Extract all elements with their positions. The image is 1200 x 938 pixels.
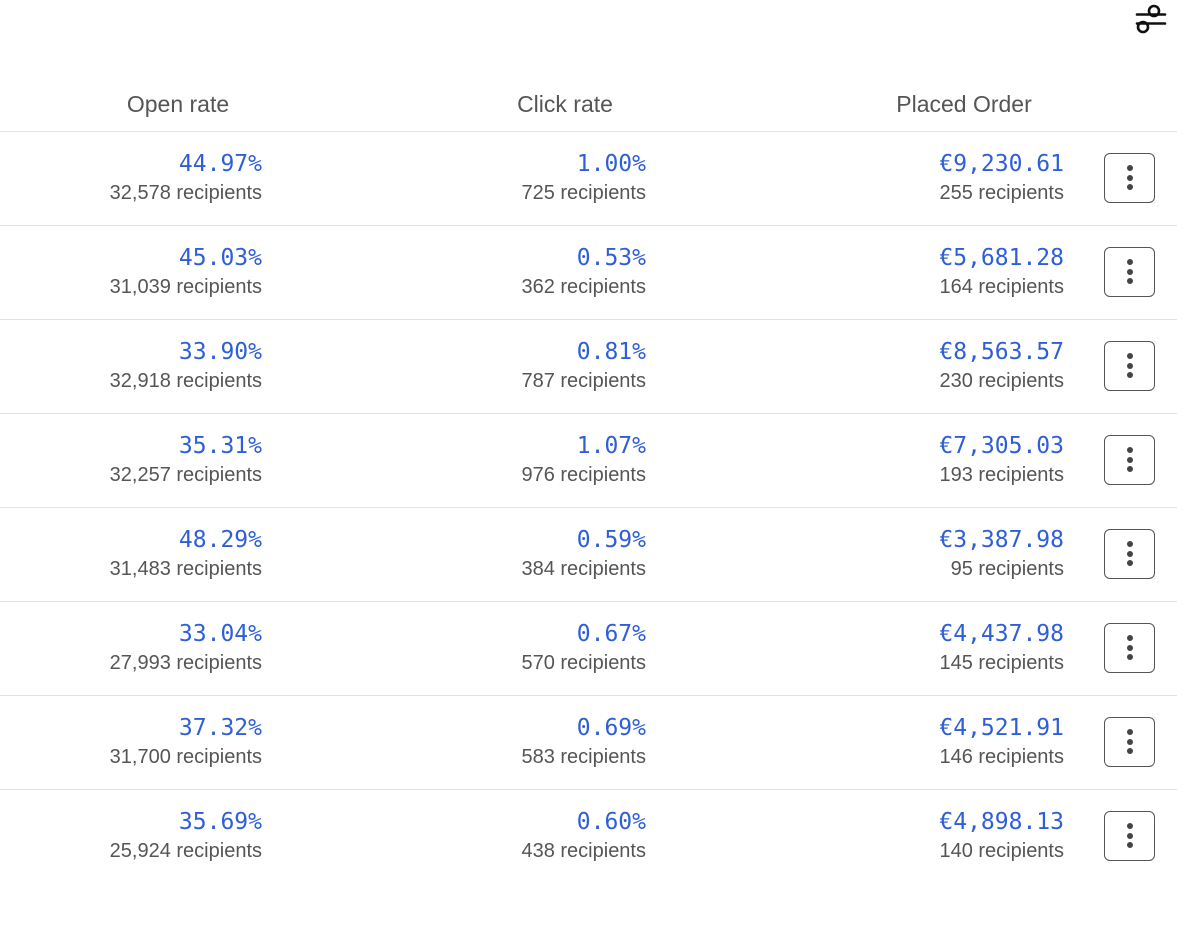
open-rate-value: 45.03% xyxy=(178,245,262,271)
placed-order-cell: €7,305.03 193 recipients xyxy=(939,432,1064,490)
open-rate-value: 33.04% xyxy=(178,621,262,647)
table-row: 33.90% 32,918 recipients 0.81% 787 recip… xyxy=(0,320,1177,414)
row-menu-button[interactable] xyxy=(1104,341,1155,391)
click-rate-recipients: 725 recipients xyxy=(521,182,646,204)
placed-order-value: €9,230.61 xyxy=(939,151,1064,177)
column-header-open-rate[interactable]: Open rate xyxy=(126,91,230,117)
click-rate-value: 0.69% xyxy=(576,715,646,741)
click-rate-value: 0.59% xyxy=(576,527,646,553)
placed-order-cell: €5,681.28 164 recipients xyxy=(939,244,1064,302)
click-rate-cell: 0.60% 438 recipients xyxy=(521,808,646,866)
click-rate-recipients: 362 recipients xyxy=(521,276,646,298)
open-rate-cell: 48.29% 31,483 recipients xyxy=(110,526,262,584)
row-menu-button[interactable] xyxy=(1104,529,1155,579)
table-row: 48.29% 31,483 recipients 0.59% 384 recip… xyxy=(0,508,1177,602)
placed-order-cell: €4,521.91 146 recipients xyxy=(939,714,1064,772)
row-menu-button[interactable] xyxy=(1104,811,1155,861)
open-rate-value: 44.97% xyxy=(178,151,262,177)
click-rate-value: 1.07% xyxy=(576,433,646,459)
click-rate-cell: 1.00% 725 recipients xyxy=(521,150,646,208)
table-row: 45.03% 31,039 recipients 0.53% 362 recip… xyxy=(0,226,1177,320)
click-rate-value: 0.81% xyxy=(576,339,646,365)
click-rate-value: 0.53% xyxy=(576,245,646,271)
placed-order-value: €3,387.98 xyxy=(939,527,1064,553)
placed-order-value: €5,681.28 xyxy=(939,245,1064,271)
placed-order-value: €4,521.91 xyxy=(939,715,1064,741)
open-rate-cell: 35.31% 32,257 recipients xyxy=(110,432,262,490)
click-rate-cell: 0.67% 570 recipients xyxy=(521,620,646,678)
placed-order-cell: €4,898.13 140 recipients xyxy=(939,808,1064,866)
click-rate-cell: 0.69% 583 recipients xyxy=(521,714,646,772)
click-rate-recipients: 438 recipients xyxy=(521,840,646,862)
table-row: 44.97% 32,578 recipients 1.00% 725 recip… xyxy=(0,132,1177,226)
click-rate-recipients: 583 recipients xyxy=(521,746,646,768)
open-rate-cell: 37.32% 31,700 recipients xyxy=(110,714,262,772)
placed-order-recipients: 255 recipients xyxy=(939,182,1064,204)
table-row: 35.31% 32,257 recipients 1.07% 976 recip… xyxy=(0,414,1177,508)
open-rate-cell: 33.04% 27,993 recipients xyxy=(110,620,262,678)
open-rate-recipients: 32,918 recipients xyxy=(109,370,262,392)
row-menu-button[interactable] xyxy=(1104,623,1155,673)
sliders-icon xyxy=(1135,4,1167,34)
click-rate-cell: 0.53% 362 recipients xyxy=(521,244,646,302)
placed-order-recipients: 140 recipients xyxy=(939,840,1064,862)
table-row: 37.32% 31,700 recipients 0.69% 583 recip… xyxy=(0,696,1177,790)
click-rate-value: 0.67% xyxy=(576,621,646,647)
open-rate-value: 35.31% xyxy=(178,433,262,459)
placed-order-value: €8,563.57 xyxy=(939,339,1064,365)
placed-order-recipients: 230 recipients xyxy=(939,370,1064,392)
click-rate-recipients: 384 recipients xyxy=(521,558,646,580)
row-menu-button[interactable] xyxy=(1104,247,1155,297)
placed-order-recipients: 193 recipients xyxy=(939,464,1064,486)
open-rate-value: 48.29% xyxy=(178,527,262,553)
open-rate-recipients: 32,578 recipients xyxy=(109,182,262,204)
placed-order-cell: €9,230.61 255 recipients xyxy=(939,150,1064,208)
placed-order-cell: €4,437.98 145 recipients xyxy=(939,620,1064,678)
table-body: 44.97% 32,578 recipients 1.00% 725 recip… xyxy=(0,132,1177,883)
open-rate-cell: 35.69% 25,924 recipients xyxy=(110,808,262,866)
placed-order-recipients: 164 recipients xyxy=(939,276,1064,298)
row-menu-button[interactable] xyxy=(1104,717,1155,767)
open-rate-value: 35.69% xyxy=(178,809,262,835)
click-rate-cell: 0.59% 384 recipients xyxy=(521,526,646,584)
open-rate-cell: 45.03% 31,039 recipients xyxy=(110,244,262,302)
open-rate-cell: 33.90% 32,918 recipients xyxy=(110,338,262,396)
open-rate-recipients: 31,483 recipients xyxy=(109,558,262,580)
column-header-click-rate[interactable]: Click rate xyxy=(517,91,613,117)
table-header: Open rate Click rate Placed Order xyxy=(0,77,1177,132)
table-row: 35.69% 25,924 recipients 0.60% 438 recip… xyxy=(0,790,1177,883)
row-menu-button[interactable] xyxy=(1104,153,1155,203)
placed-order-cell: €3,387.98 95 recipients xyxy=(939,526,1064,584)
open-rate-cell: 44.97% 32,578 recipients xyxy=(110,150,262,208)
click-rate-value: 0.60% xyxy=(576,809,646,835)
click-rate-cell: 1.07% 976 recipients xyxy=(521,432,646,490)
placed-order-recipients: 95 recipients xyxy=(950,558,1064,580)
open-rate-recipients: 32,257 recipients xyxy=(109,464,262,486)
open-rate-recipients: 25,924 recipients xyxy=(109,840,262,862)
table-row: 33.04% 27,993 recipients 0.67% 570 recip… xyxy=(0,602,1177,696)
open-rate-recipients: 27,993 recipients xyxy=(109,652,262,674)
column-header-placed-order[interactable]: Placed Order xyxy=(896,91,1032,117)
placed-order-recipients: 145 recipients xyxy=(939,652,1064,674)
placed-order-recipients: 146 recipients xyxy=(939,746,1064,768)
click-rate-recipients: 976 recipients xyxy=(521,464,646,486)
placed-order-value: €4,898.13 xyxy=(939,809,1064,835)
click-rate-value: 1.00% xyxy=(576,151,646,177)
open-rate-value: 33.90% xyxy=(178,339,262,365)
click-rate-recipients: 787 recipients xyxy=(521,370,646,392)
placed-order-cell: €8,563.57 230 recipients xyxy=(939,338,1064,396)
click-rate-cell: 0.81% 787 recipients xyxy=(521,338,646,396)
open-rate-recipients: 31,039 recipients xyxy=(109,276,262,298)
settings-button[interactable] xyxy=(1128,0,1172,38)
open-rate-value: 37.32% xyxy=(178,715,262,741)
open-rate-recipients: 31,700 recipients xyxy=(109,746,262,768)
placed-order-value: €4,437.98 xyxy=(939,621,1064,647)
click-rate-recipients: 570 recipients xyxy=(521,652,646,674)
row-menu-button[interactable] xyxy=(1104,435,1155,485)
placed-order-value: €7,305.03 xyxy=(939,433,1064,459)
